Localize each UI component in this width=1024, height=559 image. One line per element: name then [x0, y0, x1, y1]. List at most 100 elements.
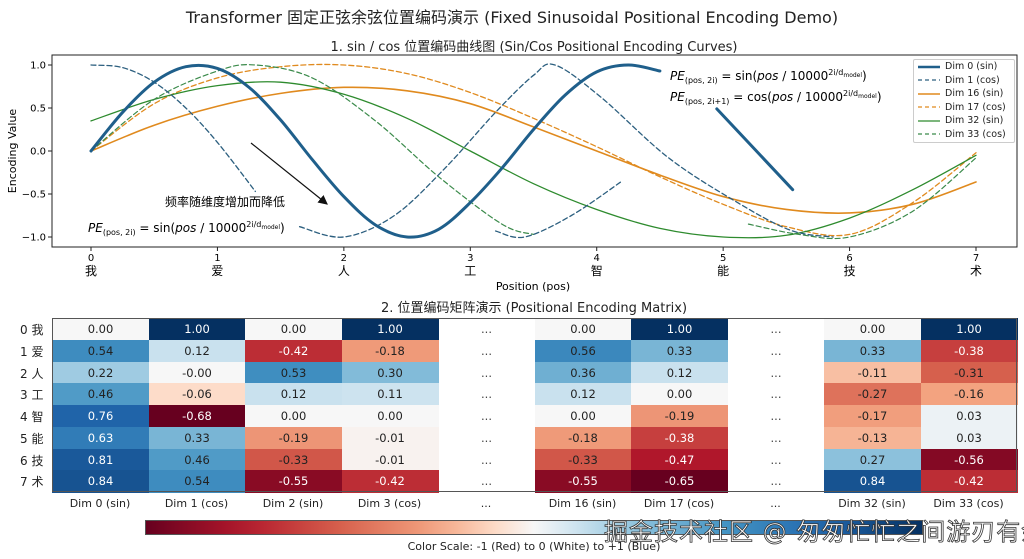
- heatmap-cell: 0.27: [824, 448, 921, 471]
- heatmap-cell: -0.31: [920, 361, 1018, 384]
- heatmap-cell: 0.12: [534, 383, 632, 406]
- ellipsis-cell: ...: [770, 474, 782, 489]
- frequency-arrow: [250, 142, 328, 205]
- heatmap-cell: 0.22: [52, 361, 149, 384]
- colorbar: [145, 520, 923, 535]
- heatmap-cell: -0.17: [824, 405, 921, 428]
- x-tick-token: 智: [591, 263, 603, 278]
- x-axis-label: Position (pos): [496, 280, 570, 293]
- heatmap-cell: 0.81: [52, 448, 149, 471]
- legend-label: Dim 16 (sin): [945, 88, 1004, 100]
- heatmap-cell: 0.00: [52, 318, 149, 341]
- ellipsis-cell: ...: [481, 409, 492, 424]
- heatmap-cell: -0.33: [534, 448, 632, 471]
- heatmap-cell: 0.84: [52, 470, 149, 493]
- legend-swatch: [918, 106, 940, 108]
- curves-chart: 0我 1爱 2人 3工 4智 5能 6技 7术 1.0 0.5 0.0 −0.5 −1.0 Posit…: [6, 54, 1018, 293]
- column-label: Dim 3 (cos): [357, 497, 422, 510]
- series-line-dim-0-sin: [89, 63, 662, 239]
- row-label: 1 爱: [20, 344, 44, 359]
- heatmap-cell: -0.13: [824, 426, 921, 449]
- heatmap-cell: -0.01: [341, 426, 439, 449]
- heatmap-cell: 0.00: [534, 405, 632, 428]
- ellipsis-cell: ...: [770, 387, 782, 402]
- heatmap-cell: 0.00: [245, 405, 342, 428]
- series-line-dim-16-sin: [90, 86, 977, 214]
- heatmap-cell: 1.00: [341, 318, 439, 341]
- legend-swatch: [918, 79, 940, 81]
- column-label: Dim 32 (sin): [838, 497, 906, 510]
- ellipsis-cell: ...: [481, 343, 492, 358]
- y-tick-label: −0.5: [22, 190, 46, 201]
- heatmap-cell: -0.00: [148, 361, 246, 384]
- matrix-subtitle: 2. 位置编码矩阵演示 (Positional Encoding Matrix): [380, 301, 688, 316]
- x-tick-label: 3: [467, 253, 473, 264]
- ellipsis-cell: ...: [481, 365, 492, 380]
- ellipsis-cell: ...: [770, 365, 782, 380]
- row-label: 5 能: [20, 431, 44, 446]
- x-tick-label: 7: [973, 253, 979, 264]
- x-tick-label: 1: [214, 253, 220, 264]
- curves-subtitle: 1. sin / cos 位置编码曲线图 (Sin/Cos Positional…: [330, 40, 738, 55]
- x-tick-token: 爱: [211, 264, 223, 278]
- column-label: ...: [480, 497, 492, 510]
- heatmap-cell: 0.46: [52, 383, 149, 406]
- heatmap-cell: -0.38: [920, 339, 1018, 362]
- heatmap-cell: -0.27: [824, 383, 921, 406]
- x-tick-token: 人: [338, 264, 350, 278]
- ellipsis-cell: ...: [481, 452, 492, 467]
- heatmap-cell: 0.00: [245, 318, 342, 341]
- heatmap-cell: -0.01: [341, 448, 439, 471]
- heatmap-cell: -0.56: [920, 448, 1018, 471]
- heatmap-cell: -0.18: [341, 339, 439, 362]
- column-label: Dim 33 (cos): [933, 497, 1004, 510]
- heatmap-cell: -0.68: [148, 405, 246, 428]
- heatmap-cell: -0.38: [631, 426, 728, 449]
- y-tick-label: 0.0: [30, 147, 46, 158]
- series-line-dim-17-cos: [90, 63, 977, 237]
- x-tick-token: 术: [970, 264, 982, 278]
- row-label: 3 工: [20, 388, 44, 403]
- heatmap-cell: 0.11: [341, 383, 439, 406]
- formula-sin-bottom: PE(pos, 2i) = sin(pos / 100002i/dmodel): [88, 220, 285, 237]
- heatmap-cell: -0.06: [148, 383, 246, 406]
- heatmap-cell: 0.00: [341, 405, 439, 428]
- heatmap-cell: 0.54: [52, 339, 149, 362]
- heatmap-cell: -0.16: [920, 383, 1018, 406]
- series-line-dim-33-cos: [90, 64, 535, 236]
- x-tick-label: 6: [846, 253, 852, 264]
- heatmap-cell: 0.54: [148, 470, 246, 493]
- column-label: ...: [770, 497, 781, 510]
- row-label: 4 智: [20, 410, 44, 424]
- column-label: Dim 0 (sin): [69, 497, 131, 510]
- heatmap-cell: 0.00: [824, 318, 921, 341]
- legend-item: Dim 17 (cos): [914, 101, 1014, 115]
- formula-sin: PE(pos, 2i) = sin(pos / 100002i/dmodel): [670, 68, 867, 85]
- x-tick-label: 2: [341, 253, 347, 264]
- heatmap-cell: -0.55: [534, 470, 632, 493]
- series-line-dim-33-cos: [747, 157, 977, 240]
- heatmap-cell: 0.12: [245, 383, 342, 406]
- column-label: Dim 1 (cos): [164, 497, 229, 510]
- heatmap-cell: 0.63: [52, 426, 149, 449]
- series-line-dim-1-cos: [494, 180, 623, 239]
- x-tick-label: 5: [720, 253, 726, 264]
- legend-label: Dim 0 (sin): [945, 61, 998, 73]
- ellipsis-cell: ...: [770, 430, 782, 445]
- legend-item: Dim 1 (cos): [914, 74, 1014, 88]
- legend-swatch: [918, 65, 940, 68]
- heatmap-cell: -0.33: [245, 448, 342, 471]
- heatmap-cell: 1.00: [920, 318, 1018, 341]
- legend-item: Dim 32 (sin): [914, 114, 1014, 128]
- row-label: 7 术: [20, 475, 44, 490]
- formula-cos: PE(pos, 2i+1) = cos(pos / 100002i/dmodel…: [670, 89, 882, 106]
- ellipsis-cell: ...: [770, 452, 782, 467]
- heatmap-cell: -0.42: [920, 470, 1018, 493]
- heatmap-cell: 0.33: [631, 339, 728, 362]
- legend-label: Dim 17 (cos): [945, 101, 1006, 113]
- series-line-dim-1-cos: [90, 64, 257, 193]
- heatmap-cell: -0.18: [534, 426, 632, 449]
- y-tick-label: −1.0: [22, 233, 46, 244]
- heatmap-cell: -0.42: [245, 339, 342, 362]
